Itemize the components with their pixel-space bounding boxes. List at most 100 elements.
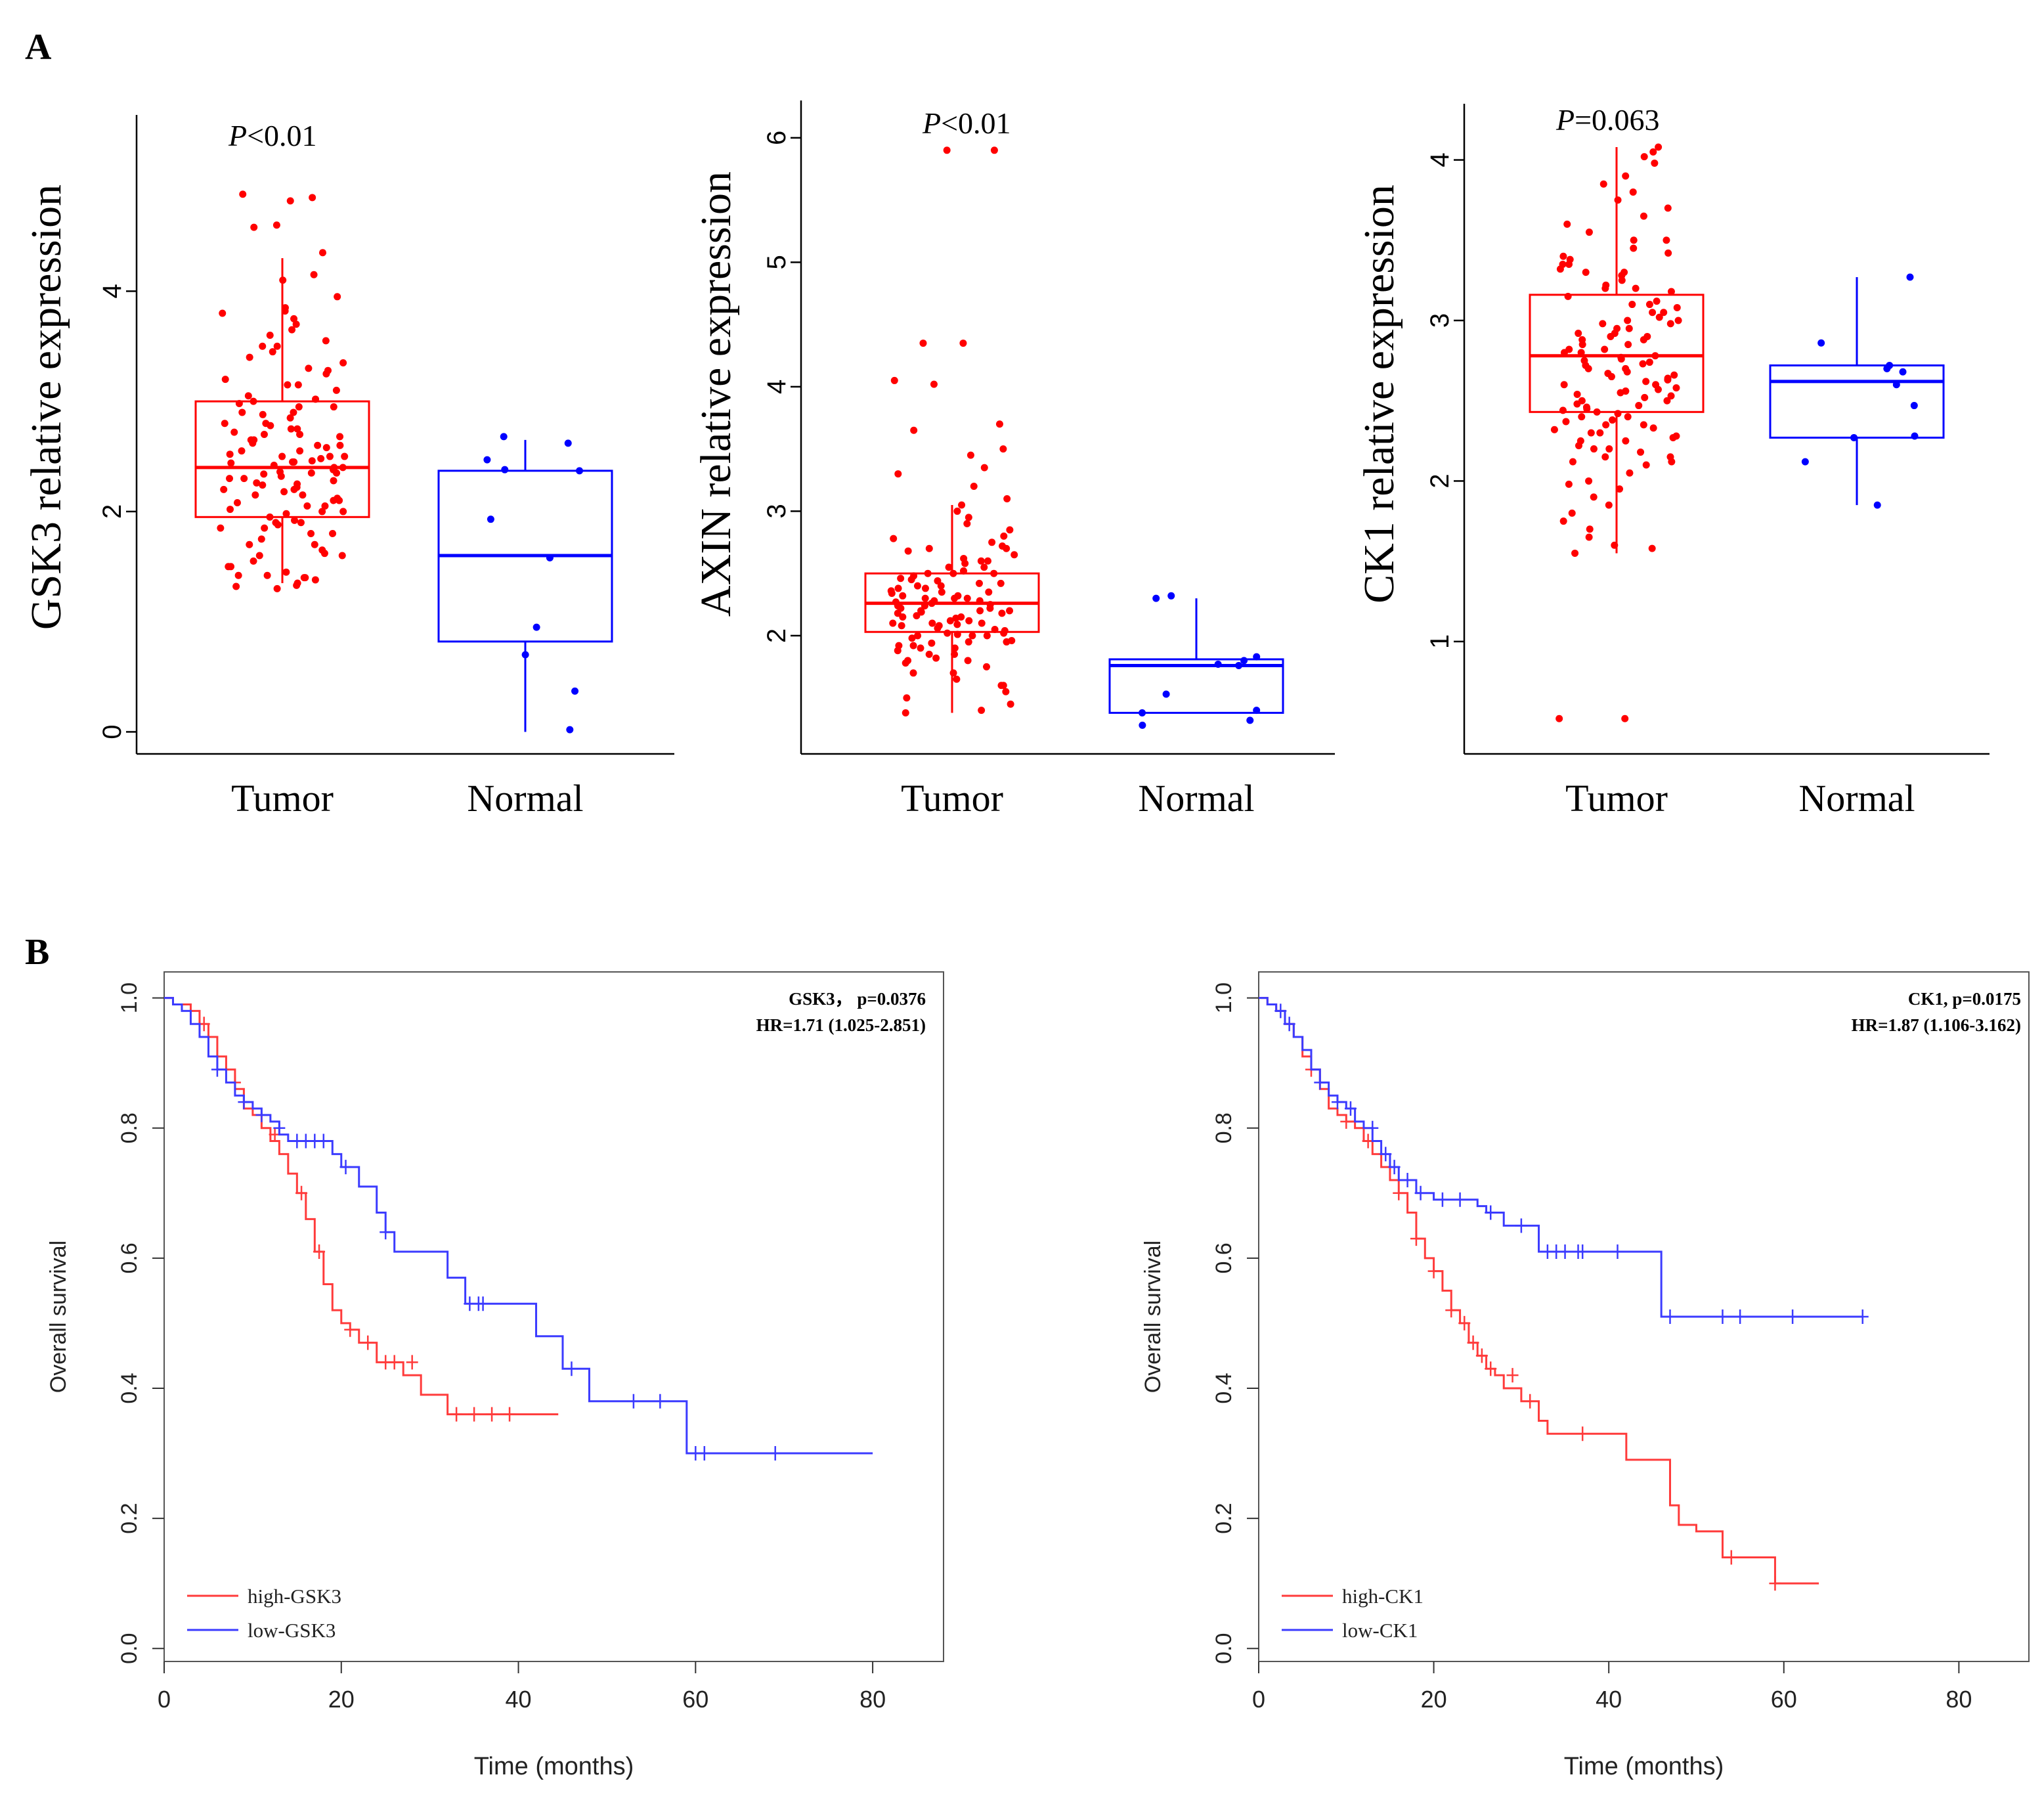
data-point — [1573, 400, 1581, 408]
data-point — [226, 475, 234, 483]
data-point — [1000, 629, 1008, 637]
data-point — [983, 663, 991, 670]
x-category-label: Tumor — [901, 777, 1003, 820]
data-point — [255, 552, 263, 560]
data-point — [1649, 148, 1657, 156]
censor-mark — [1401, 1172, 1414, 1187]
data-point — [894, 609, 902, 617]
data-point — [978, 619, 986, 627]
data-point — [273, 584, 281, 592]
data-point — [1640, 153, 1648, 161]
data-point — [282, 568, 290, 576]
data-point — [1006, 526, 1014, 534]
data-point — [1605, 501, 1613, 509]
data-point — [889, 619, 897, 627]
x-tick-label: 20 — [1421, 1686, 1447, 1713]
data-point — [1590, 493, 1598, 501]
data-point — [958, 501, 966, 509]
data-point — [321, 502, 329, 510]
data-point — [930, 380, 938, 388]
data-point — [312, 395, 320, 403]
data-point — [1640, 336, 1647, 343]
data-point — [286, 414, 294, 422]
censor-mark — [211, 1062, 223, 1077]
data-point — [988, 538, 996, 546]
data-point — [1667, 288, 1675, 296]
data-point — [944, 629, 951, 637]
data-point — [284, 381, 292, 389]
data-point — [949, 669, 957, 677]
x-tick-label: 80 — [1946, 1686, 1972, 1713]
data-point — [339, 464, 347, 472]
data-point — [990, 146, 998, 154]
data-point — [968, 632, 976, 640]
data-point — [963, 519, 971, 527]
data-point — [935, 622, 943, 630]
y-tick-label: 4 — [98, 284, 127, 298]
data-point — [978, 707, 986, 714]
data-point — [273, 342, 281, 350]
y-tick-label: 3 — [762, 504, 791, 518]
data-point — [564, 439, 572, 447]
data-point — [977, 557, 985, 565]
censor-mark — [698, 1446, 710, 1461]
data-point — [1582, 269, 1590, 276]
data-point — [965, 514, 972, 521]
p-value-text: <0.01 — [941, 106, 1011, 140]
data-point — [1602, 421, 1610, 429]
data-point — [280, 488, 288, 496]
x-tick-label: 40 — [1596, 1686, 1622, 1713]
data-point — [899, 613, 907, 621]
censor-mark — [627, 1394, 640, 1409]
data-point — [917, 644, 924, 652]
data-point — [1563, 220, 1571, 228]
data-point — [307, 529, 315, 537]
data-point — [1003, 494, 1011, 502]
censor-mark — [1340, 1114, 1353, 1129]
y-tick-label: 0.8 — [1211, 1112, 1236, 1143]
data-point — [292, 320, 300, 328]
data-point — [287, 425, 295, 433]
data-point — [1562, 418, 1570, 426]
km-plot-ck1: 0 20 40 60 80 0.0 0.2 0.4 0.6 0.8 1.0 Time (months)… — [1141, 971, 2030, 1780]
censor-mark — [255, 1107, 268, 1122]
data-point — [1003, 544, 1011, 552]
survival-curve-high-CK1 — [1259, 997, 1819, 1585]
data-point — [1578, 341, 1586, 349]
data-point — [902, 659, 909, 667]
data-point — [943, 146, 951, 154]
p-value-label: P<0.01 — [228, 119, 317, 152]
y-axis-label: Overall survival — [1141, 1241, 1165, 1393]
data-point — [1621, 714, 1629, 722]
box-iqr — [1769, 364, 1945, 439]
data-point — [909, 642, 917, 649]
data-point — [1653, 297, 1661, 305]
y-tick-label: 0.6 — [117, 1242, 142, 1273]
data-point — [297, 519, 305, 527]
x-category-label: Normal — [1138, 777, 1254, 820]
data-point — [329, 529, 337, 537]
data-point — [1578, 413, 1586, 421]
data-point — [259, 410, 267, 418]
data-point — [1246, 716, 1254, 724]
data-point — [1667, 392, 1675, 400]
data-point — [1593, 408, 1601, 416]
censor-mark — [238, 1095, 250, 1110]
censor-mark — [769, 1446, 781, 1461]
survival-curve-low-CK1 — [1259, 997, 1863, 1318]
data-point — [919, 340, 927, 347]
data-point — [320, 550, 328, 558]
data-point — [959, 340, 967, 347]
data-point — [1801, 458, 1809, 466]
censor-mark — [1388, 1160, 1401, 1175]
data-point — [290, 485, 298, 493]
y-axis-label: Overall survival — [46, 1241, 71, 1393]
p-value-label: P=0.063 — [1555, 103, 1660, 137]
data-point — [1555, 714, 1563, 722]
censor-mark — [1458, 1315, 1471, 1330]
data-point — [257, 535, 265, 543]
data-point — [272, 221, 280, 229]
censor-mark — [1445, 1303, 1458, 1318]
y-tick-label: 1 — [1425, 634, 1454, 649]
